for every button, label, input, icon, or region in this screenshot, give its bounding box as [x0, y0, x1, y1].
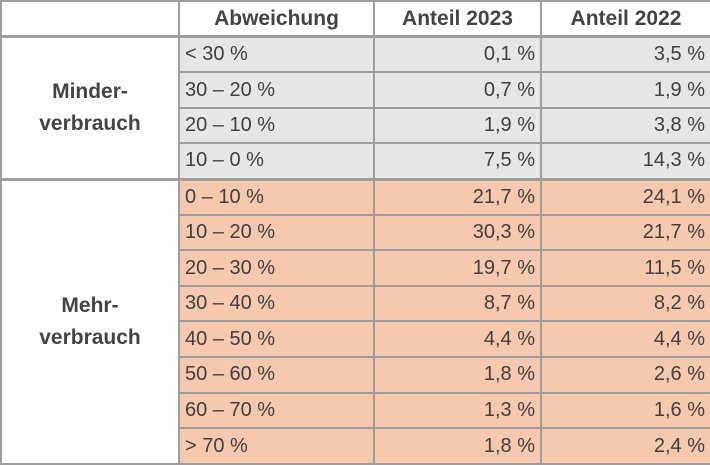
- table-row: 10 – 0 % 7,5 % 14,3 %: [1, 142, 710, 181]
- range-cell: 50 – 60 %: [178, 356, 375, 394]
- header-row: Abweichung Anteil 2023 Anteil 2022: [0, 0, 710, 38]
- anteil-2023-cell: 30,3 %: [373, 213, 542, 252]
- header-anteil-2022: Anteil 2022: [540, 0, 710, 38]
- range-cell: 10 – 0 %: [178, 142, 375, 181]
- anteil-2023-cell: 1,9 %: [373, 106, 542, 145]
- range-cell: 40 – 50 %: [178, 320, 375, 359]
- group-label-minderverbrauch: Minder- verbrauch: [0, 35, 180, 181]
- table-row: 60 – 70 % 1,3 % 1,6 %: [1, 391, 710, 430]
- anteil-2022-cell: 3,5 %: [540, 35, 710, 74]
- anteil-2023-cell: 7,5 %: [373, 142, 542, 181]
- anteil-2022-cell: 1,6 %: [540, 391, 710, 430]
- group-label-line: verbrauch: [39, 325, 141, 349]
- group-label-line: Minder-: [52, 79, 128, 103]
- range-cell: > 70 %: [178, 427, 375, 465]
- header-anteil-2023: Anteil 2023: [373, 0, 542, 38]
- table-row: > 70 % 1,8 % 2,4 %: [1, 427, 710, 465]
- table-row: 20 – 30 % 19,7 % 11,5 %: [1, 249, 710, 287]
- anteil-2022-cell: 24,1 %: [540, 177, 710, 216]
- range-cell: 20 – 30 %: [178, 249, 375, 287]
- table-row: 30 – 40 % 8,7 % 8,2 %: [1, 284, 710, 323]
- anteil-2022-cell: 4,4 %: [540, 320, 710, 359]
- anteil-2022-cell: 11,5 %: [540, 249, 710, 287]
- table-row: Minder- verbrauch < 30 % 0,1 % 3,5 %: [0, 35, 710, 181]
- anteil-2023-cell: 1,8 %: [373, 427, 542, 465]
- anteil-2022-cell: 21,7 %: [540, 213, 710, 252]
- header-abweichung: Abweichung: [178, 0, 375, 38]
- table-row: Mehr- verbrauch 0 – 10 % 21,7 % 24,1 %: [0, 177, 710, 465]
- anteil-2023-cell: 4,4 %: [373, 320, 542, 359]
- anteil-2022-cell: 3,8 %: [540, 106, 710, 145]
- anteil-2023-cell: 8,7 %: [373, 284, 542, 323]
- range-cell: 30 – 20 %: [178, 71, 375, 109]
- anteil-2023-cell: 19,7 %: [373, 249, 542, 287]
- table-row: 10 – 20 % 30,3 % 21,7 %: [1, 213, 710, 252]
- anteil-2022-cell: 2,6 %: [540, 356, 710, 394]
- range-cell: 0 – 10 %: [178, 177, 375, 216]
- anteil-2023-cell: 21,7 %: [373, 177, 542, 216]
- anteil-2023-cell: 1,3 %: [373, 391, 542, 430]
- range-cell: < 30 %: [178, 35, 375, 74]
- table-row: 20 – 10 % 1,9 % 3,8 %: [1, 106, 710, 145]
- group-label-line: verbrauch: [39, 111, 141, 135]
- table-row: 30 – 20 % 0,7 % 1,9 %: [1, 71, 710, 109]
- range-cell: 30 – 40 %: [178, 284, 375, 323]
- range-cell: 10 – 20 %: [178, 213, 375, 252]
- anteil-2022-cell: 14,3 %: [540, 142, 710, 181]
- anteil-2023-cell: 0,1 %: [373, 35, 542, 74]
- anteil-2022-cell: 8,2 %: [540, 284, 710, 323]
- group-label-mehrverbrauch: Mehr- verbrauch: [0, 177, 180, 465]
- range-cell: 60 – 70 %: [178, 391, 375, 430]
- anteil-2023-cell: 1,8 %: [373, 356, 542, 394]
- table-row: 40 – 50 % 4,4 % 4,4 %: [1, 320, 710, 359]
- range-cell: 20 – 10 %: [178, 106, 375, 145]
- group-label-line: Mehr-: [61, 293, 119, 317]
- anteil-2023-cell: 0,7 %: [373, 71, 542, 109]
- anteil-2022-cell: 1,9 %: [540, 71, 710, 109]
- table-row: 50 – 60 % 1,8 % 2,6 %: [1, 356, 710, 394]
- anteil-2022-cell: 2,4 %: [540, 427, 710, 465]
- header-corner-cell: [0, 0, 180, 38]
